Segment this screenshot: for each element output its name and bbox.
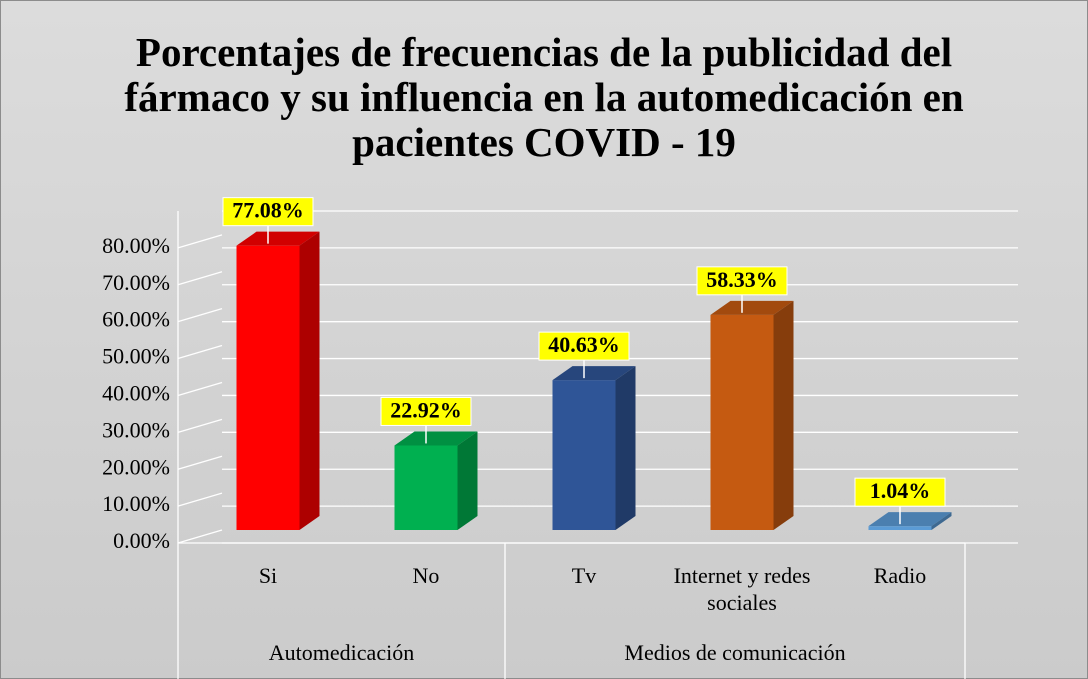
- bar-top: [552, 366, 636, 381]
- data-label: 1.04%: [870, 478, 931, 503]
- bar-front: [236, 245, 300, 530]
- label-box: [538, 331, 630, 361]
- y-tick-label: 30.00%: [102, 417, 170, 442]
- grid-line-side: [177, 234, 223, 249]
- y-tick-label: 0.00%: [113, 528, 170, 553]
- data-label: 22.92%: [390, 397, 462, 422]
- group-label: Automedicación: [269, 640, 414, 665]
- x-tick-label: No: [412, 563, 440, 588]
- y-tick-label: 60.00%: [102, 307, 170, 332]
- grid-line-side: [177, 271, 223, 286]
- bar-top: [868, 512, 952, 527]
- bar-side: [615, 366, 636, 530]
- grid-line-side: [177, 455, 223, 470]
- label-box: [854, 477, 946, 507]
- y-tick-label: 20.00%: [102, 454, 170, 479]
- x-tick-label: Radio: [873, 563, 927, 588]
- x-tick-label: Si: [258, 563, 278, 588]
- label-box: [380, 396, 472, 426]
- bar-top: [710, 300, 794, 315]
- bar-side: [773, 300, 794, 530]
- bar-side: [931, 512, 952, 530]
- x-tick-label: Internet y redes sociales: [673, 563, 811, 615]
- grid-line-side: [177, 529, 223, 544]
- data-label: 77.08%: [232, 198, 304, 223]
- grid-line-side: [177, 344, 223, 360]
- bar-front: [710, 314, 774, 530]
- chart-title: Porcentajes de frecuencias de la publici…: [124, 29, 964, 165]
- bar-front: [394, 445, 458, 530]
- grid-line-side: [177, 492, 223, 507]
- y-tick-label: 70.00%: [102, 270, 170, 295]
- y-tick-label: 80.00%: [102, 233, 170, 258]
- data-label: 40.63%: [548, 332, 620, 357]
- y-tick-label: 40.00%: [102, 380, 170, 405]
- bar-front: [552, 380, 616, 530]
- data-label: 58.33%: [706, 267, 778, 292]
- bar-side: [299, 231, 320, 530]
- label-box: [696, 266, 788, 296]
- group-label: Medios de comunicación: [624, 640, 845, 665]
- x-tick-label: Tv: [571, 563, 597, 588]
- bar-side: [457, 431, 478, 530]
- grid-line-side: [177, 418, 223, 433]
- label-box: [222, 197, 314, 227]
- bar-top: [236, 231, 320, 246]
- grid-line-side: [177, 381, 223, 397]
- y-tick-label: 10.00%: [102, 491, 170, 516]
- grid-line-side: [177, 308, 223, 323]
- bar-front: [868, 526, 932, 530]
- y-tick-label: 50.00%: [102, 344, 170, 369]
- bar-top: [394, 431, 478, 446]
